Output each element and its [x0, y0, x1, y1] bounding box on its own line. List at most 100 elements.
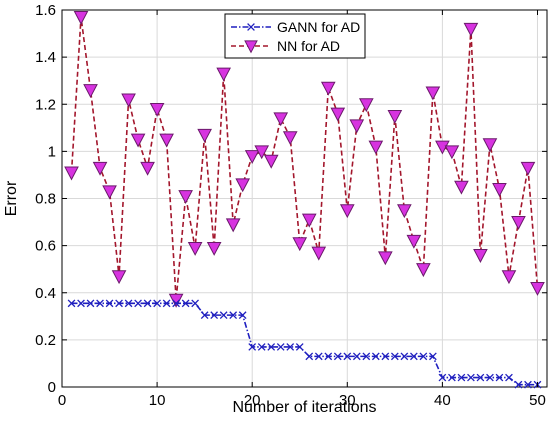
nn-point-18 — [225, 218, 241, 233]
gann-point-27-stroke-b — [314, 352, 323, 361]
gann-point-18-stroke-b — [229, 311, 238, 319]
legend-triangle-marker — [244, 40, 258, 54]
nn-point-30 — [339, 204, 355, 219]
gann-point-31-stroke-b — [352, 352, 361, 361]
gann-point-6-stroke-b — [115, 299, 123, 308]
y-tick-label-6: 1.2 — [35, 96, 56, 113]
x-tick-label-0: 0 — [58, 392, 66, 409]
nn-point-44 — [473, 249, 488, 263]
x-tick-label-3: 30 — [339, 392, 356, 409]
gann-point-16-stroke-b — [210, 311, 219, 319]
gann-point-15 — [200, 311, 209, 319]
gann-point-10-stroke-b — [153, 299, 161, 308]
gann-point-43-stroke-b — [467, 373, 475, 382]
gann-point-34-stroke-b — [381, 352, 390, 361]
nn-point-27 — [311, 246, 327, 261]
nn-point-43 — [463, 22, 479, 37]
gann-point-45 — [486, 373, 494, 382]
gann-point-40 — [438, 373, 447, 382]
gann-point-34 — [381, 352, 390, 361]
nn-point-2 — [73, 11, 89, 25]
gann-point-22 — [267, 343, 276, 351]
gann-point-23 — [276, 343, 285, 351]
nn-point-8 — [130, 133, 146, 148]
y-tick-label-0: 0 — [48, 379, 56, 396]
gann-point-29 — [333, 352, 342, 361]
gann-point-49-stroke-b — [524, 380, 532, 389]
nn-point-34 — [378, 251, 393, 266]
nn-point-17 — [216, 67, 231, 82]
gann-point-17-stroke-b — [219, 311, 228, 319]
gann-point-1 — [67, 299, 76, 308]
nn-point-5 — [102, 185, 117, 200]
gann-point-23-stroke-b — [276, 343, 285, 351]
gann-point-8 — [134, 299, 142, 308]
gann-point-26 — [305, 352, 314, 361]
gann-point-20 — [248, 343, 257, 351]
nn-point-48 — [511, 216, 526, 230]
gann-point-47-stroke-b — [505, 373, 513, 382]
legend-marker-nn — [244, 40, 258, 54]
gann-point-33 — [371, 352, 380, 361]
gann-point-21-stroke-b — [257, 343, 266, 351]
gann-point-49 — [524, 380, 532, 389]
gann-point-11 — [162, 299, 171, 308]
gann-point-15-stroke-b — [200, 311, 209, 319]
legend-label-nn: NN for AD — [277, 38, 340, 54]
gann-point-8-stroke-b — [134, 299, 142, 308]
nn-point-46 — [492, 183, 507, 197]
nn-point-29 — [330, 107, 346, 122]
gann-point-40-stroke-b — [438, 373, 447, 382]
gann-point-35-stroke-b — [390, 352, 399, 361]
gann-point-36-stroke-b — [400, 352, 409, 361]
x-tick-label-4: 40 — [434, 392, 451, 409]
y-tick-label-4: 0.8 — [35, 191, 56, 208]
gann-point-30 — [343, 352, 352, 361]
gann-point-41 — [448, 373, 456, 382]
gann-point-28 — [324, 352, 333, 361]
gann-point-46 — [495, 373, 504, 382]
legend-entry-nn: NN for AD — [231, 38, 340, 54]
gann-point-21 — [257, 343, 266, 351]
nn-point-41 — [444, 145, 460, 160]
gann-point-30-stroke-b — [343, 352, 352, 361]
nn-point-19 — [235, 178, 251, 193]
nn-point-6 — [111, 270, 127, 285]
gann-point-6 — [115, 299, 123, 308]
x-tick-label-5: 50 — [529, 392, 546, 409]
gann-point-41-stroke-b — [448, 373, 456, 382]
gann-point-25 — [295, 343, 304, 351]
legend-x-marker-stroke-b — [247, 23, 255, 31]
gann-point-39 — [429, 352, 437, 361]
nn-point-20 — [244, 150, 260, 164]
gann-point-32 — [362, 352, 371, 361]
gann-point-22-stroke-b — [267, 343, 276, 351]
y-tick-label-7: 1.4 — [35, 49, 56, 66]
gann-point-11-stroke-b — [162, 299, 171, 308]
series-nn — [64, 11, 545, 308]
gann-point-48 — [514, 380, 523, 389]
nn-point-4 — [92, 161, 108, 176]
gann-point-16 — [210, 311, 219, 319]
gann-point-42-stroke-b — [457, 373, 466, 382]
nn-point-33 — [368, 140, 384, 155]
gann-point-7 — [124, 299, 133, 308]
y-tick-label-3: 0.6 — [35, 238, 56, 255]
gann-point-24 — [286, 343, 295, 351]
gann-point-26-stroke-b — [305, 352, 314, 361]
nn-point-14 — [187, 241, 203, 256]
gann-point-27 — [314, 352, 323, 361]
gann-point-4 — [96, 299, 104, 308]
y-tick-label-2: 0.4 — [35, 285, 56, 302]
legend-box — [224, 13, 366, 59]
nn-point-24 — [282, 131, 298, 146]
gann-point-31 — [352, 352, 361, 361]
nn-point-9 — [140, 161, 155, 176]
gann-point-25-stroke-b — [295, 343, 304, 351]
gann-point-47 — [505, 373, 513, 382]
nn-point-12 — [168, 293, 184, 308]
nn-point-39 — [425, 86, 441, 101]
gann-point-13-stroke-b — [181, 299, 190, 308]
gann-point-42 — [457, 373, 466, 382]
nn-point-7 — [121, 93, 136, 108]
